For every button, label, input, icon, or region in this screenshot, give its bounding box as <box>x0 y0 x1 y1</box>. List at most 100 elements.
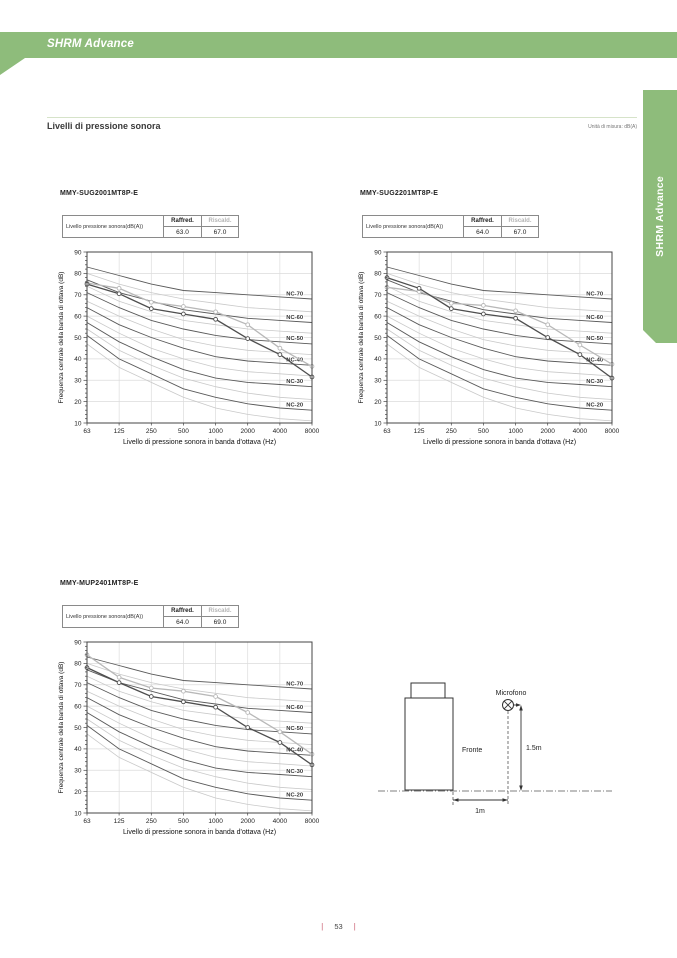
svg-text:2000: 2000 <box>240 818 255 825</box>
svg-text:Livello di pressione sonora in: Livello di pressione sonora in banda d'o… <box>123 829 276 836</box>
svg-text:63: 63 <box>83 428 91 435</box>
header-title: SHRM Advance <box>47 38 134 50</box>
connector-arrowhead <box>516 703 521 707</box>
svg-text:NC-60: NC-60 <box>586 315 603 321</box>
svg-text:30: 30 <box>374 378 382 385</box>
spl-row-label: Livello pressione sonora(dB(A)) <box>363 216 464 238</box>
svg-text:80: 80 <box>374 271 382 278</box>
header-band: SHRM Advance <box>0 32 677 75</box>
svg-text:500: 500 <box>478 428 489 435</box>
height-arrow <box>519 705 523 791</box>
footer: | 53 | <box>0 921 677 931</box>
svg-text:1000: 1000 <box>508 428 523 435</box>
mic-placement-diagram: Microfono Fronte 1.5m 1m <box>378 682 612 815</box>
svg-text:NC-30: NC-30 <box>286 769 303 775</box>
side-tab-label: SHRM Advance <box>654 176 666 257</box>
footer-bar-left: | <box>321 921 324 931</box>
chart-block-1: MMY-SUG2001MT8P-E Livello pressione sono… <box>54 188 334 454</box>
svg-text:NC-30: NC-30 <box>286 379 303 385</box>
svg-text:4000: 4000 <box>273 428 288 435</box>
svg-text:250: 250 <box>146 428 157 435</box>
svg-text:90: 90 <box>374 249 382 256</box>
svg-text:10: 10 <box>374 420 382 427</box>
nc-chart-1: NC-70 NC-60 NC-50 NC-40 NC-30 NC-20 10 20 30 40 50… <box>58 249 320 446</box>
svg-text:NC-40: NC-40 <box>286 358 303 364</box>
svg-text:NC-40: NC-40 <box>586 358 603 364</box>
svg-text:4000: 4000 <box>273 818 288 825</box>
svg-text:NC-70: NC-70 <box>586 291 603 297</box>
unit-body <box>404 697 454 791</box>
spl-col-riscald: Riscald. <box>502 216 539 227</box>
svg-text:60: 60 <box>74 703 82 710</box>
svg-text:NC-60: NC-60 <box>286 315 303 321</box>
svg-text:30: 30 <box>74 378 82 385</box>
chart-block-2: MMY-SUG2201MT8P-E Livello pressione sono… <box>354 188 634 454</box>
svg-text:40: 40 <box>74 356 82 363</box>
microfono-label: Microfono <box>496 690 527 697</box>
svg-text:NC-30: NC-30 <box>586 379 603 385</box>
svg-text:10: 10 <box>74 420 82 427</box>
chart-model-title-1: MMY-SUG2001MT8P-E <box>60 190 139 197</box>
section-divider <box>47 117 637 118</box>
svg-text:40: 40 <box>374 356 382 363</box>
svg-text:NC-20: NC-20 <box>586 403 603 409</box>
svg-text:8000: 8000 <box>605 428 620 435</box>
svg-text:NC-60: NC-60 <box>286 705 303 711</box>
svg-text:Livello di pressione sonora in: Livello di pressione sonora in banda d'o… <box>123 439 276 446</box>
spl-value-riscald: 67.0 <box>502 227 539 238</box>
spl-row-label: Livello pressione sonora(dB(A)) <box>63 216 164 238</box>
chart-model-title-2: MMY-SUG2201MT8P-E <box>360 190 439 197</box>
microphone-icon <box>502 699 514 711</box>
distance-arrow <box>452 792 508 806</box>
spl-row-label: Livello pressione sonora(dB(A)) <box>63 606 164 628</box>
svg-text:NC-70: NC-70 <box>286 681 303 687</box>
fronte-label: Fronte <box>462 747 482 754</box>
svg-text:1000: 1000 <box>208 428 223 435</box>
svg-text:8000: 8000 <box>305 428 320 435</box>
nc-chart-3: NC-70 NC-60 NC-50 NC-40 NC-30 NC-20 10 20 30 40 50… <box>58 639 320 836</box>
svg-text:500: 500 <box>178 428 189 435</box>
svg-text:500: 500 <box>178 818 189 825</box>
svg-text:50: 50 <box>74 335 82 342</box>
svg-text:70: 70 <box>374 292 382 299</box>
svg-text:80: 80 <box>74 271 82 278</box>
footer-bar-right: | <box>353 921 356 931</box>
svg-text:Frequenza centrale della banda: Frequenza centrale della banda di ottava… <box>358 272 365 404</box>
spl-table-3: Livello pressione sonora(dB(A)) Raffred.… <box>62 605 239 628</box>
unit-top-cap <box>410 682 446 699</box>
spl-table-1: Livello pressione sonora(dB(A)) Raffred.… <box>62 215 239 238</box>
svg-text:10: 10 <box>74 810 82 817</box>
svg-text:NC-20: NC-20 <box>286 793 303 799</box>
svg-text:NC-50: NC-50 <box>286 726 303 732</box>
svg-text:70: 70 <box>74 682 82 689</box>
spl-table-2: Livello pressione sonora(dB(A)) Raffred.… <box>362 215 539 238</box>
spl-value-riscald: 67.0 <box>202 227 239 238</box>
svg-text:50: 50 <box>74 725 82 732</box>
height-label: 1.5m <box>526 745 542 752</box>
section-title: Livelli di pressione sonora <box>47 121 161 131</box>
svg-text:NC-50: NC-50 <box>286 336 303 342</box>
svg-text:20: 20 <box>74 789 82 796</box>
svg-text:125: 125 <box>114 428 125 435</box>
svg-text:30: 30 <box>74 768 82 775</box>
svg-text:1000: 1000 <box>208 818 223 825</box>
svg-text:125: 125 <box>114 818 125 825</box>
spl-value-raffred: 63.0 <box>164 227 202 238</box>
svg-text:NC-20: NC-20 <box>286 403 303 409</box>
svg-text:60: 60 <box>74 313 82 320</box>
spl-col-riscald: Riscald. <box>202 606 239 617</box>
spl-value-raffred: 64.0 <box>164 617 202 628</box>
svg-text:NC-50: NC-50 <box>586 336 603 342</box>
svg-text:20: 20 <box>74 399 82 406</box>
svg-text:90: 90 <box>74 639 82 646</box>
spl-value-raffred: 64.0 <box>464 227 502 238</box>
svg-text:Livello di pressione sonora in: Livello di pressione sonora in banda d'o… <box>423 439 576 446</box>
spl-value-riscald: 69.0 <box>202 617 239 628</box>
distance-label: 1m <box>475 808 485 815</box>
nc-chart-2: NC-70 NC-60 NC-50 NC-40 NC-30 NC-20 10 20 30 40 50… <box>358 249 620 446</box>
svg-text:8000: 8000 <box>305 818 320 825</box>
chart-block-3: MMY-MUP2401MT8P-E Livello pressione sono… <box>54 578 334 844</box>
chart-model-title-3: MMY-MUP2401MT8P-E <box>60 580 139 587</box>
svg-text:Frequenza centrale della banda: Frequenza centrale della banda di ottava… <box>58 662 65 794</box>
